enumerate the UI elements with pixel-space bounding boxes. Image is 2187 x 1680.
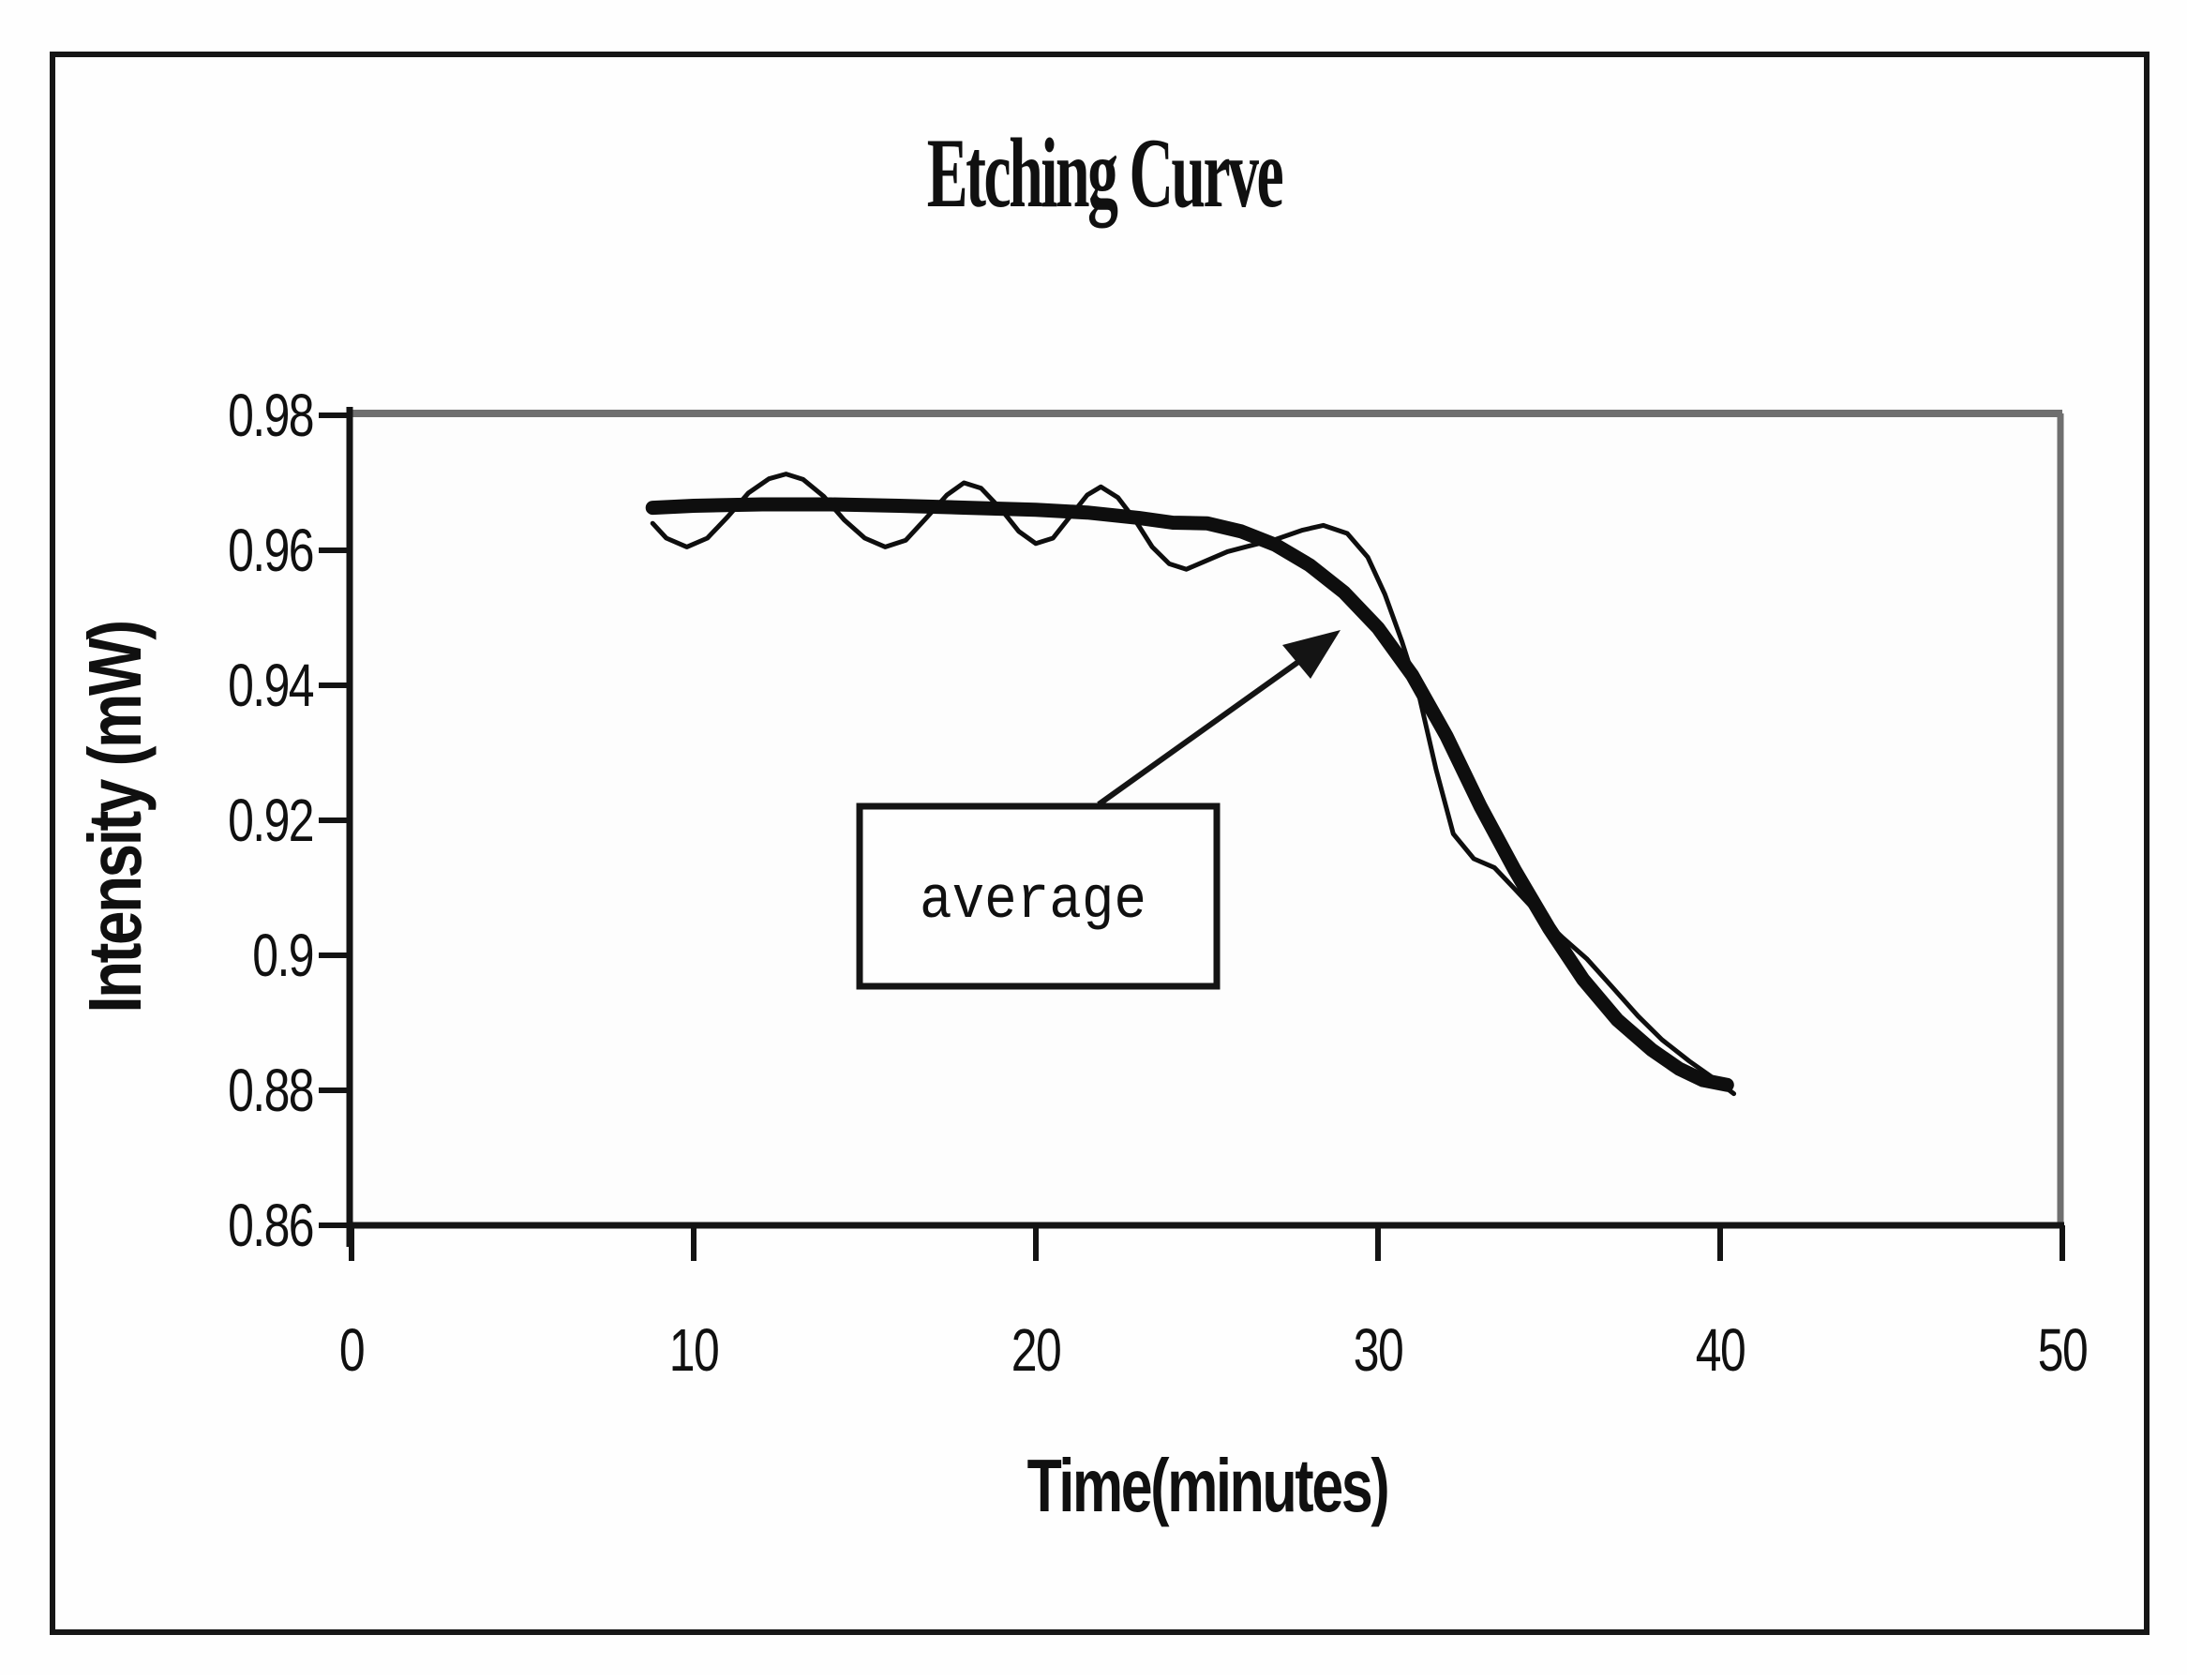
annotation-arrow-line [1097, 654, 1307, 807]
y-axis-tick-labels: 0.98 0.96 0.94 0.92 0.9 0.88 0.86 [228, 382, 315, 1259]
y-tick-label: 0.92 [228, 788, 313, 854]
series-line-average [645, 497, 1734, 1092]
annotation-arrowhead-icon [1282, 630, 1341, 679]
x-axis-tick-labels: 0 10 20 30 40 50 [339, 1317, 2089, 1384]
x-tick-label: 10 [669, 1317, 718, 1384]
x-tick-label: 30 [1354, 1317, 1402, 1384]
y-axis-ticks [319, 412, 351, 1228]
y-tick-label: 0.94 [228, 652, 314, 719]
y-tick-label: 0.96 [228, 518, 313, 584]
y-tick-label: 0.86 [228, 1192, 313, 1259]
y-tick-label: 0.98 [228, 382, 313, 449]
x-tick-label: 50 [2038, 1317, 2087, 1384]
annotation-label: average [920, 867, 1146, 936]
x-axis-title: Time(minutes) [1027, 1445, 1388, 1528]
y-axis-title: Intensity (mW) [73, 622, 157, 1012]
x-tick-label: 20 [1011, 1317, 1060, 1384]
y-tick-label: 0.9 [252, 922, 313, 989]
x-tick-label: 0 [339, 1317, 364, 1384]
x-tick-label: 40 [1696, 1317, 1745, 1384]
series-lines [645, 472, 1737, 1097]
y-tick-label: 0.88 [228, 1058, 313, 1124]
chart-title: Etching Curve [927, 118, 1282, 229]
annotation-box [856, 802, 1221, 990]
x-axis-ticks [349, 1225, 2065, 1261]
series-line-raw-intensity [650, 472, 1737, 1097]
